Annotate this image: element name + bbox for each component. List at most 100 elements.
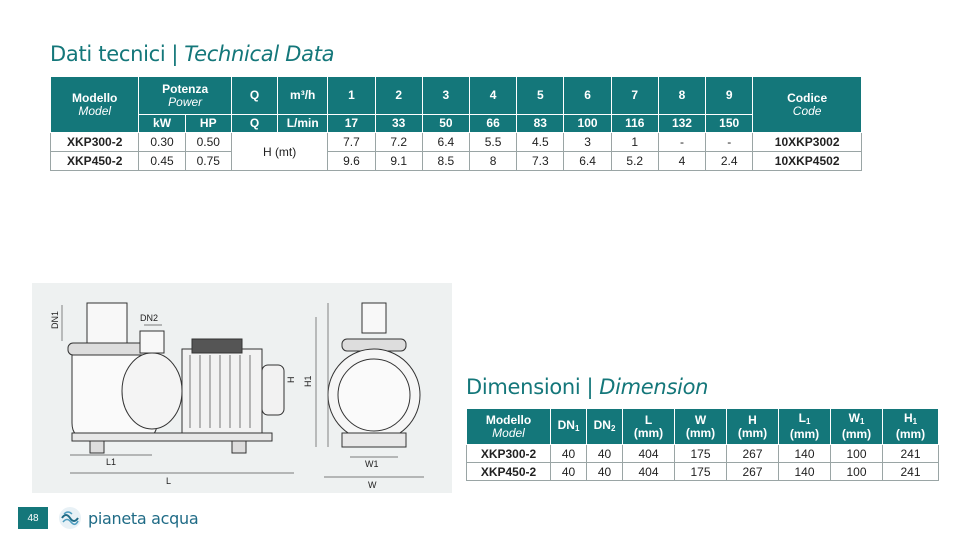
head-cell: 4 <box>657 151 707 171</box>
volute-icon <box>121 352 183 430</box>
model-header: Modello Model <box>466 408 551 445</box>
kw-cell: 0.30 <box>138 132 186 152</box>
flow-m3h-cell: 8 <box>657 76 707 115</box>
tech-title-separator: | <box>171 42 179 66</box>
head-cell: - <box>657 132 707 152</box>
water-swirl-icon <box>59 507 81 529</box>
head-cell: 7.3 <box>516 151 565 171</box>
tech-title-en: Technical Data <box>184 42 335 66</box>
foot-icon <box>231 440 247 454</box>
l-cell: 404 <box>622 462 675 481</box>
foot-icon <box>89 440 105 454</box>
flow-m3h-cell: 4 <box>468 76 518 115</box>
head-cell: 4.5 <box>516 132 565 152</box>
base-plate-icon <box>71 432 273 442</box>
head-cell: 7.7 <box>327 132 376 152</box>
flow-m3h-header: m³/h <box>277 76 329 115</box>
flow-m3h-cell: 5 <box>516 76 565 115</box>
table-row: XKP450-2 0.45 0.75 9.6 9.1 8.5 8 7.3 6.4… <box>49 151 862 171</box>
dimensions-table: Modello Model DN1 DN2 L (mm) W (mm) H (mm) L… <box>466 408 939 481</box>
flow-m3h-cell: 2 <box>374 76 423 115</box>
dim-title-it: Dimensioni <box>466 375 581 399</box>
head-label-cell: H (mt) <box>230 132 329 171</box>
pump-front-view <box>327 302 421 448</box>
code-header: Codice Code <box>752 76 862 133</box>
w-label: W <box>368 480 377 490</box>
head-cell: 8 <box>468 151 518 171</box>
w1-cell: 100 <box>830 462 883 481</box>
page-number: 48 <box>18 507 48 529</box>
hp-cell: 0.75 <box>184 151 232 171</box>
flow-m3h-cell: 6 <box>563 76 612 115</box>
front-inlet-icon <box>361 302 387 334</box>
w-cell: 175 <box>674 462 727 481</box>
model-cell: XKP450-2 <box>466 462 551 481</box>
front-base-icon <box>341 432 407 448</box>
tech-title-it: Dati tecnici <box>50 42 166 66</box>
w1-label: W1 <box>365 459 379 469</box>
code-cell: 10XKP3002 <box>752 132 862 152</box>
dimension-lines-side <box>61 305 294 474</box>
head-cell: 9.6 <box>327 151 376 171</box>
terminal-box-icon <box>191 338 243 354</box>
table-row: XKP300-2 40 40 404 175 267 140 100 241 <box>466 444 939 463</box>
q-header: Q <box>230 114 279 133</box>
hp-cell: 0.50 <box>184 132 232 152</box>
table-row: XKP450-2 40 40 404 175 267 140 100 241 <box>466 462 939 481</box>
flow-lmin-cell: 150 <box>705 114 754 133</box>
flow-m3h-cell: 1 <box>327 76 376 115</box>
dim-title-en: Dimension <box>599 375 709 399</box>
dn2-label: DN2 <box>140 313 158 323</box>
head-cell: 3 <box>563 132 612 152</box>
l1-header: L1 (mm) <box>778 408 831 445</box>
head-cell: - <box>705 132 754 152</box>
head-cell: 1 <box>610 132 659 152</box>
brand-name: pianeta acqua <box>88 508 199 528</box>
head-cell: 8.5 <box>421 151 470 171</box>
dn1-label: DN1 <box>50 311 60 329</box>
l1-cell: 140 <box>778 444 831 463</box>
h-label: H <box>286 377 296 384</box>
flow-lmin-cell: 132 <box>657 114 707 133</box>
head-cell: 6.4 <box>563 151 612 171</box>
h1-label: H1 <box>303 375 313 387</box>
brand-logo: pianeta acqua <box>58 506 199 530</box>
l-label: L <box>166 476 171 486</box>
flow-lmin-cell: 116 <box>610 114 659 133</box>
l-header: L (mm) <box>622 408 675 445</box>
power-header: Potenza Power <box>138 76 232 115</box>
h1-cell: 241 <box>882 444 939 463</box>
outlet-pipe-icon <box>139 330 165 354</box>
flow-lmin-cell: 100 <box>563 114 612 133</box>
dimension-lines-front <box>315 303 424 478</box>
h-cell: 267 <box>726 444 779 463</box>
hp-header: HP <box>184 114 232 133</box>
tech-header-row-1: Modello Model Potenza Power Q m³/h 1 2 3 4… <box>49 76 862 133</box>
w-header: W (mm) <box>674 408 727 445</box>
code-cell: 10XKP4502 <box>752 151 862 171</box>
dim-header-row: Modello Model DN1 DN2 L (mm) W (mm) H (mm) L… <box>466 408 939 445</box>
kw-cell: 0.45 <box>138 151 186 171</box>
technical-data-table: Modello Model Potenza Power Q m³/h 1 2 3 4… <box>49 76 862 171</box>
table-row: XKP300-2 0.30 0.50 H (mt) 7.7 7.2 6.4 5.… <box>49 132 862 171</box>
dn1-cell: 40 <box>550 462 587 481</box>
l1-label: L1 <box>106 457 116 467</box>
dim-title-separator: | <box>586 375 594 399</box>
dn2-cell: 40 <box>586 462 623 481</box>
head-cell: 6.4 <box>421 132 470 152</box>
tech-header-row-2: kW HP Q L/min 17 33 50 66 83 100 116 132… <box>51 114 862 133</box>
model-cell: XKP300-2 <box>49 132 140 152</box>
h1-header: H1 (mm) <box>882 408 939 445</box>
w-cell: 175 <box>674 444 727 463</box>
flow-m3h-cell: 7 <box>610 76 659 115</box>
footer: 48 pianeta acqua <box>18 506 199 530</box>
flow-m3h-cell: 9 <box>705 76 754 115</box>
h1-cell: 241 <box>882 462 939 481</box>
flow-lmin-header: L/min <box>277 114 329 133</box>
front-ring-icon <box>337 358 411 432</box>
head-cell: 9.1 <box>374 151 423 171</box>
head-cell: 5.2 <box>610 151 659 171</box>
head-cell: 5.5 <box>468 132 518 152</box>
inlet-pot-icon <box>86 302 128 344</box>
l1-cell: 140 <box>778 462 831 481</box>
